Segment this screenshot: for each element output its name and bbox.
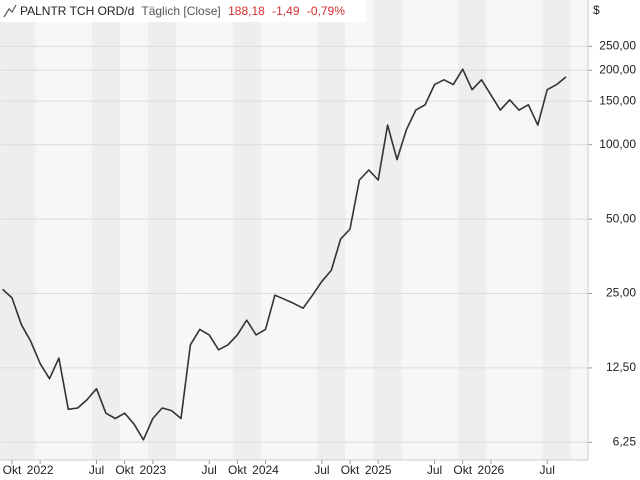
price-line (2, 68, 567, 441)
chart-icon (3, 4, 17, 18)
grid (0, 45, 592, 464)
change-percent: -0,79% (307, 4, 345, 18)
x-tick-label: 2022 (27, 463, 54, 477)
plot-background (0, 0, 588, 460)
band (232, 0, 261, 460)
y-tick-label: 150,00 (599, 93, 636, 107)
band (542, 0, 571, 460)
y-tick-label: 100,00 (599, 137, 636, 151)
x-tick-label: Jul (314, 463, 329, 477)
x-tick-label: Okt (3, 463, 22, 477)
x-tick-label: Okt (341, 463, 360, 477)
y-tick-label: 12,50 (606, 360, 636, 374)
y-tick-label: 50,00 (606, 211, 636, 225)
change: -1,49 (272, 4, 300, 18)
band (373, 0, 402, 460)
x-tick-label: Okt (228, 463, 247, 477)
y-axis-label: $ (593, 3, 600, 17)
y-tick-label: 200,00 (599, 62, 636, 76)
band (458, 0, 487, 460)
band (148, 0, 177, 460)
header-bg (0, 0, 366, 22)
x-tick-label: 2026 (478, 463, 505, 477)
x-tick-label: Jul (427, 463, 442, 477)
x-tick-label: 2023 (139, 463, 166, 477)
x-tick-label: 2025 (365, 463, 392, 477)
chart-subtitle: Täglich [Close] (141, 4, 220, 18)
last-price: 188,18 (228, 4, 265, 18)
header: PALNTR TCH ORD/d Täglich [Close] 188,18 … (20, 4, 345, 18)
x-tick-label: Okt (453, 463, 472, 477)
band (91, 0, 120, 460)
x-tick-label: Jul (89, 463, 104, 477)
background-bands (0, 0, 588, 460)
band (0, 0, 8, 460)
band (317, 0, 346, 460)
chart-title: PALNTR TCH ORD/d (20, 4, 134, 18)
x-tick-label: 2024 (252, 463, 279, 477)
x-tick-label: Okt (115, 463, 134, 477)
y-tick-label: 250,00 (599, 39, 636, 53)
band (7, 0, 36, 460)
y-tick-label: 6,25 (613, 434, 637, 448)
y-tick-label: 25,00 (606, 286, 636, 300)
plot (2, 68, 567, 441)
x-tick-label: Jul (540, 463, 555, 477)
x-tick-label: Jul (202, 463, 217, 477)
